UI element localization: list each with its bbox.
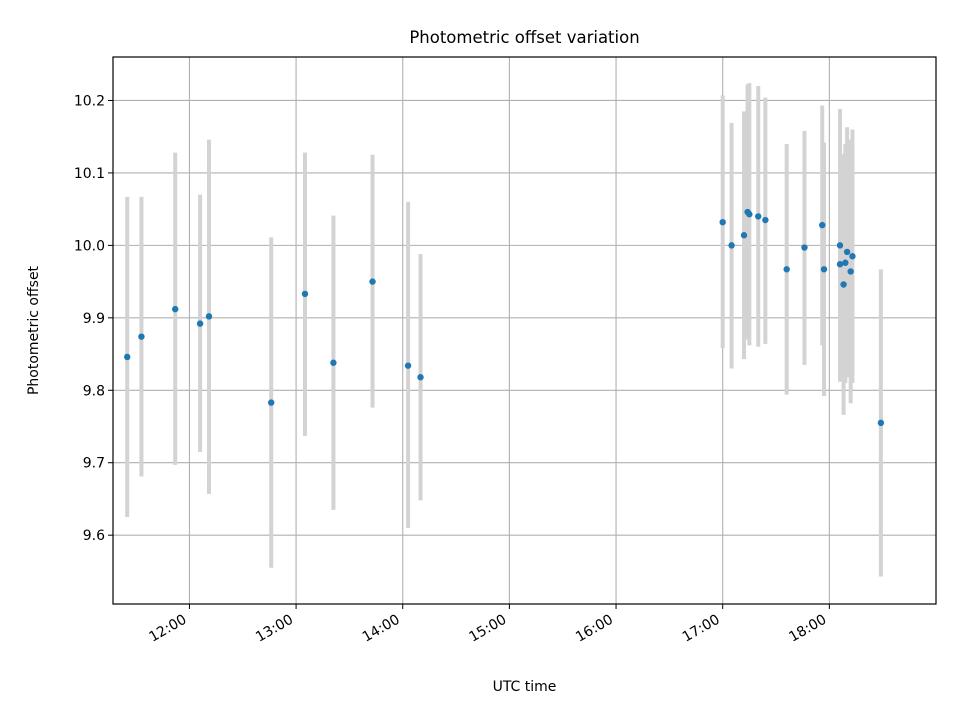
data-point <box>205 313 213 320</box>
x-axis-label: UTC time <box>493 679 557 695</box>
data-point <box>728 242 735 249</box>
y-axis-label: Photometric offset <box>26 265 42 395</box>
data-point <box>301 290 309 298</box>
data-point <box>836 261 844 268</box>
y-axis-ticks: 9.6 9.7 9.8 9.9 10.0 10.1 10.2 <box>74 93 113 544</box>
data-point <box>417 374 424 381</box>
data-point <box>849 253 856 260</box>
chart-title: Photometric offset variation <box>409 28 639 47</box>
data-point <box>740 232 748 239</box>
data-point <box>124 353 131 361</box>
y-tick-label: 10.2 <box>74 93 105 109</box>
data-point <box>840 281 847 288</box>
y-tick-label: 9.7 <box>83 456 105 472</box>
plot-area <box>113 57 936 604</box>
grid-lines <box>113 57 936 604</box>
y-tick-label: 9.9 <box>83 311 105 327</box>
data-point <box>330 359 337 366</box>
data-point <box>762 216 769 224</box>
data-point <box>719 218 726 226</box>
data-point <box>196 320 204 327</box>
data-point <box>172 305 179 313</box>
data-point <box>369 278 376 285</box>
data-points <box>124 208 885 427</box>
y-tick-label: 9.6 <box>83 528 105 544</box>
data-point <box>843 248 851 256</box>
data-point <box>819 221 826 229</box>
data-point <box>801 244 808 251</box>
data-point <box>847 268 854 275</box>
data-point <box>836 242 844 249</box>
data-point <box>783 266 790 273</box>
plot-frame <box>112 56 937 605</box>
data-point <box>138 333 145 340</box>
data-point <box>755 213 762 220</box>
data-point <box>746 211 753 218</box>
data-point <box>877 419 885 427</box>
y-tick-label: 10.0 <box>74 238 105 254</box>
data-point <box>842 259 849 266</box>
data-point <box>268 399 275 406</box>
y-tick-label: 10.1 <box>74 166 105 182</box>
data-point <box>820 266 828 273</box>
data-point <box>404 362 412 369</box>
y-tick-label: 9.8 <box>83 383 105 399</box>
